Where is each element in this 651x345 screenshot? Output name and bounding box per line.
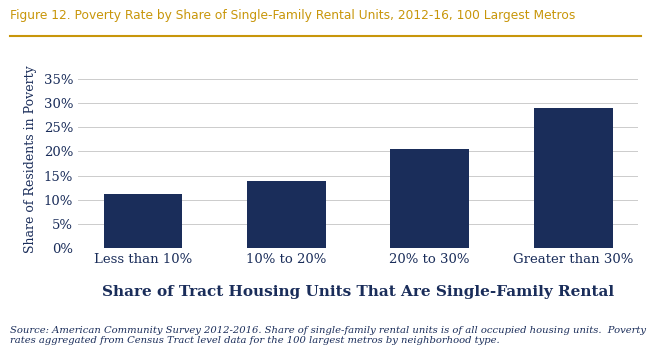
Bar [247, 180, 326, 248]
Bar [534, 108, 613, 248]
Text: Figure 12. Poverty Rate by Share of Single-Family Rental Units, 2012-16, 100 Lar: Figure 12. Poverty Rate by Share of Sing… [10, 9, 575, 22]
Y-axis label: Share of Residents in Poverty: Share of Residents in Poverty [24, 65, 37, 253]
Bar [391, 148, 469, 248]
Bar [104, 194, 182, 248]
Text: Source: American Community Survey 2012-2016. Share of single-family rental units: Source: American Community Survey 2012-2… [10, 326, 646, 345]
Text: Share of Tract Housing Units That Are Single-Family Rental: Share of Tract Housing Units That Are Si… [102, 285, 614, 298]
